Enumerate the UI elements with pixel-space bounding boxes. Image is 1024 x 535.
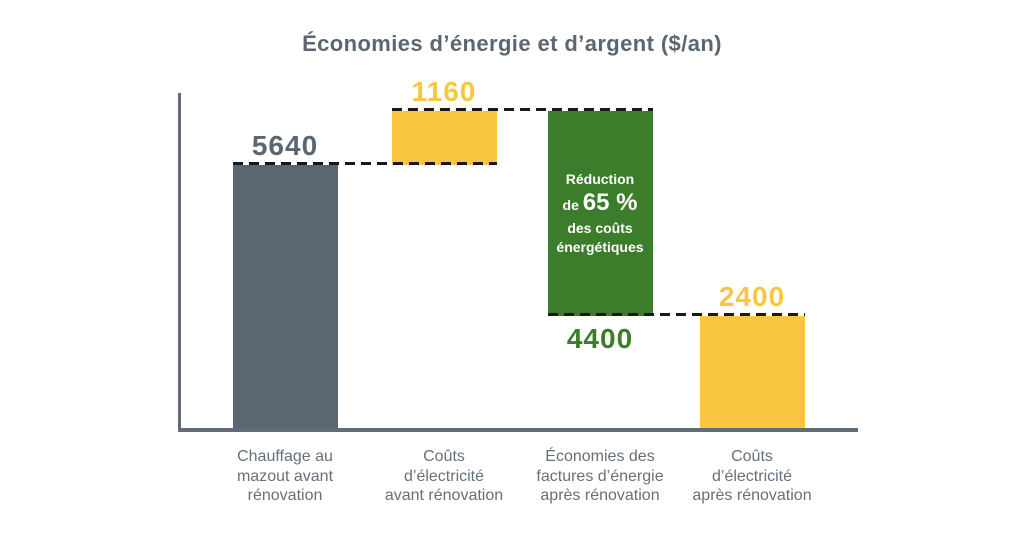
value-label: 4400 bbox=[566, 323, 634, 355]
category-label: Coûts d’électricité avant rénovation bbox=[384, 448, 504, 505]
category-label: Chauffage au mazout avant rénovation bbox=[236, 448, 334, 505]
value-label: 2400 bbox=[718, 281, 786, 313]
bar-annotation: Réduction de 65 % des coûts énergétiques bbox=[548, 111, 653, 316]
chart-title: Économies d’énergie et d’argent ($/an) bbox=[302, 31, 722, 56]
annotation-line-2-small: de bbox=[562, 196, 583, 213]
waterfall-bar-2 bbox=[391, 110, 497, 165]
connector-dashed-line bbox=[547, 313, 805, 317]
annotation-line-2: de 65 % bbox=[563, 189, 638, 219]
annotation-line-3: des coûts bbox=[567, 219, 633, 236]
category-label: Coûts d’électricité après rénovation bbox=[692, 448, 812, 505]
connector-dashed-line bbox=[232, 162, 497, 165]
connector-dashed-line bbox=[391, 107, 653, 111]
waterfall-bar-4 bbox=[699, 316, 805, 428]
x-axis bbox=[178, 428, 858, 432]
value-label: 1160 bbox=[411, 75, 477, 107]
waterfall-bar-3: Réduction de 65 % des coûts énergétiques bbox=[547, 110, 653, 317]
category-label: Économies des factures d’énergie après r… bbox=[536, 448, 664, 505]
annotation-line-4: énergétiques bbox=[556, 238, 644, 255]
waterfall-bar-1 bbox=[232, 165, 338, 428]
annotation-line-1: Réduction bbox=[565, 170, 635, 187]
annotation-line-2-big: 65 % bbox=[582, 188, 638, 216]
value-label: 5640 bbox=[251, 130, 319, 161]
y-axis bbox=[178, 93, 181, 432]
